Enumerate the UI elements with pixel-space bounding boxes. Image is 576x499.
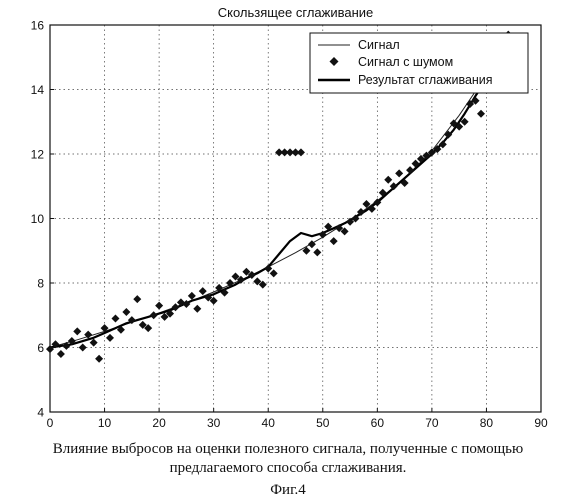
x-tick-label: 90 xyxy=(534,416,548,430)
noisy-point xyxy=(313,248,321,256)
y-tick-label: 6 xyxy=(37,341,44,355)
noisy-point xyxy=(150,311,158,319)
noisy-point xyxy=(395,169,403,177)
y-tick-label: 12 xyxy=(31,148,45,162)
y-tick-label: 16 xyxy=(31,19,45,33)
noisy-point xyxy=(193,305,201,313)
chart-title: Скользящее сглаживание xyxy=(218,5,374,20)
x-tick-label: 80 xyxy=(480,416,494,430)
legend-label-noisy: Сигнал с шумом xyxy=(358,55,453,69)
noisy-point xyxy=(79,344,87,352)
noisy-point xyxy=(199,287,207,295)
caption-line-2: предлагаемого способа сглаживания. xyxy=(0,459,576,477)
noisy-point xyxy=(270,269,278,277)
x-tick-label: 0 xyxy=(47,416,54,430)
x-tick-label: 30 xyxy=(207,416,221,430)
noisy-point xyxy=(95,355,103,363)
caption-line-1: Влияние выбросов на оценки полезного сиг… xyxy=(0,440,576,458)
noisy-point xyxy=(111,314,119,322)
noisy-point xyxy=(155,302,163,310)
series-signal xyxy=(50,83,481,347)
legend: Сигнал Сигнал с шумом Результат сглажива… xyxy=(310,33,528,93)
x-tick-label: 60 xyxy=(371,416,385,430)
legend-label-signal: Сигнал xyxy=(358,38,400,52)
figure-label: Фиг.4 xyxy=(0,481,576,499)
y-tick-label: 14 xyxy=(31,83,45,97)
noisy-point xyxy=(133,295,141,303)
x-tick-label: 10 xyxy=(98,416,112,430)
noisy-point xyxy=(90,339,98,347)
noisy-point xyxy=(73,327,81,335)
x-tick-label: 20 xyxy=(152,416,166,430)
noisy-point xyxy=(297,148,305,156)
x-axis-ticks: 0 10 20 30 40 50 60 70 80 90 xyxy=(47,408,548,430)
noisy-point xyxy=(62,342,70,350)
noisy-point xyxy=(406,166,414,174)
x-tick-label: 50 xyxy=(316,416,330,430)
y-tick-label: 4 xyxy=(37,406,44,420)
noisy-point xyxy=(122,308,130,316)
noisy-point xyxy=(477,110,485,118)
x-tick-label: 70 xyxy=(425,416,439,430)
y-tick-label: 10 xyxy=(31,212,45,226)
noisy-point xyxy=(188,292,196,300)
noisy-point xyxy=(384,176,392,184)
x-tick-label: 40 xyxy=(262,416,276,430)
noisy-point xyxy=(330,237,338,245)
y-tick-label: 8 xyxy=(37,277,44,291)
noisy-point xyxy=(106,334,114,342)
signal-line xyxy=(50,83,481,347)
noisy-point xyxy=(57,350,65,358)
legend-label-smooth: Результат сглаживания xyxy=(358,73,493,87)
